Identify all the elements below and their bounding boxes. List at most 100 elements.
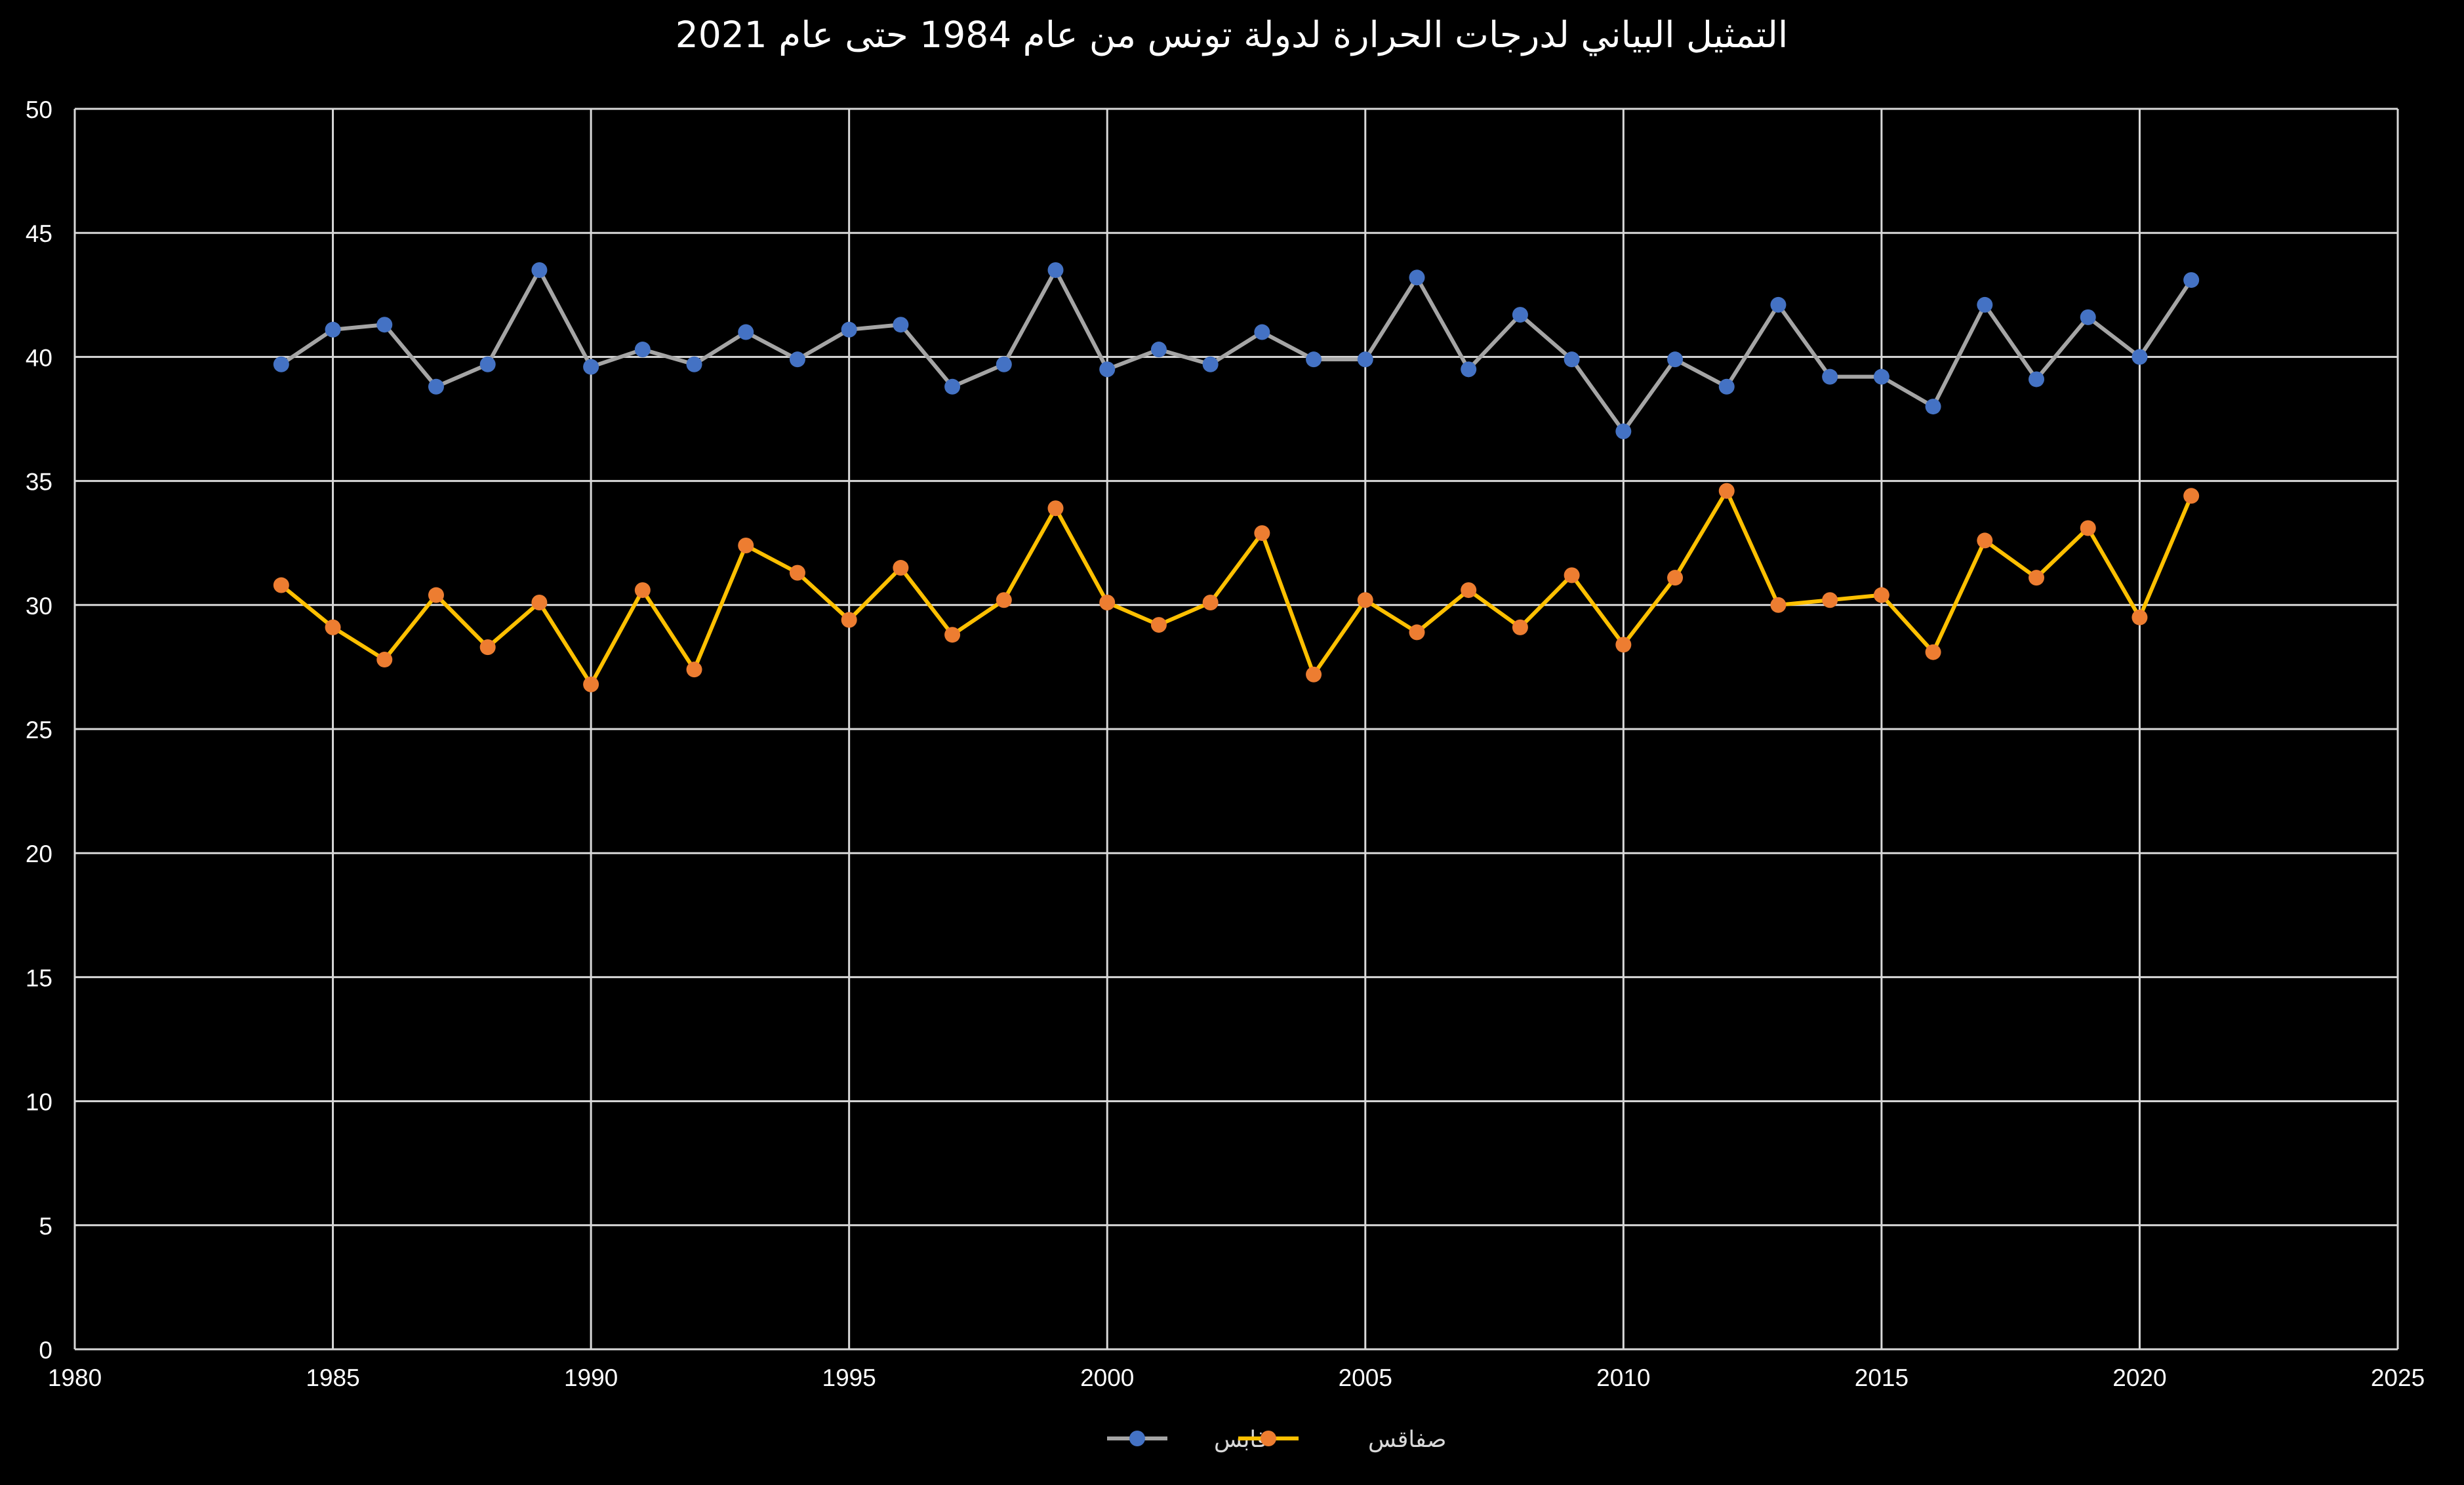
x-tick-label: 1995	[822, 1364, 876, 1391]
data-point	[1150, 342, 1167, 358]
data-point	[1822, 592, 1838, 608]
data-point	[1925, 644, 1941, 660]
y-tick-label: 40	[26, 344, 52, 371]
y-axis-ticks: 0 5 10 15 20 25 30 35 40 45 50	[26, 96, 52, 1364]
data-point	[273, 356, 289, 372]
y-tick-label: 45	[26, 220, 52, 247]
data-point	[893, 317, 909, 333]
data-point	[1718, 483, 1735, 499]
data-point	[1770, 597, 1787, 613]
x-tick-label: 2025	[2371, 1364, 2425, 1391]
data-point	[1306, 351, 1322, 368]
data-point	[1461, 582, 1477, 599]
data-point	[1564, 567, 1580, 584]
data-point	[1667, 570, 1684, 586]
x-tick-label: 2015	[1855, 1364, 1909, 1391]
data-point	[789, 564, 805, 581]
data-point	[376, 317, 393, 333]
data-point	[1977, 296, 1993, 313]
series-line	[279, 267, 2194, 433]
grid	[73, 108, 2399, 1351]
data-point	[996, 592, 1012, 608]
data-point	[2080, 309, 2096, 325]
data-point	[2131, 349, 2148, 365]
x-tick-label: 1990	[564, 1364, 618, 1391]
data-point	[634, 342, 651, 358]
x-tick-label: 2020	[2112, 1364, 2166, 1391]
legend-marker	[1129, 1431, 1145, 1446]
data-point	[1770, 296, 1787, 313]
data-point	[428, 378, 444, 395]
data-point	[1202, 595, 1219, 611]
data-point	[2131, 609, 2148, 625]
data-point	[1254, 525, 1270, 542]
data-point	[325, 619, 341, 635]
data-point	[1718, 378, 1735, 395]
data-point	[531, 595, 548, 611]
data-point	[738, 324, 754, 340]
data-point	[2029, 570, 2045, 586]
data-point	[1873, 587, 1889, 603]
data-point	[2080, 520, 2096, 536]
legend-label: صفاقس	[1368, 1427, 1446, 1453]
data-point	[1047, 500, 1064, 517]
data-point	[1873, 368, 1889, 385]
data-point	[944, 378, 961, 395]
data-point	[1615, 637, 1632, 653]
data-point	[1202, 356, 1219, 372]
data-point	[634, 582, 651, 599]
data-point	[479, 639, 496, 656]
series-layer	[273, 262, 2200, 692]
data-point	[583, 359, 599, 375]
data-point	[1564, 351, 1580, 368]
x-axis-ticks: 1980 1985 1990 1995 2000 2005 2010 2015 2020 2025	[48, 1364, 2425, 1391]
y-tick-label: 0	[39, 1337, 52, 1364]
legend-item: صفاقس	[1238, 1427, 1446, 1453]
data-point	[1409, 624, 1425, 641]
data-point	[531, 262, 548, 278]
data-point	[1977, 532, 1993, 549]
legend: قابسصفاقس	[1107, 1427, 1446, 1453]
data-point	[1409, 269, 1425, 286]
data-point	[789, 351, 805, 368]
x-tick-label: 1980	[48, 1364, 102, 1391]
data-point	[686, 662, 702, 678]
data-point	[1512, 619, 1528, 635]
data-point	[1615, 423, 1632, 439]
data-point	[2183, 272, 2200, 288]
data-point	[944, 627, 961, 643]
legend-marker	[1261, 1431, 1276, 1446]
y-tick-label: 5	[39, 1213, 52, 1240]
data-point	[1254, 324, 1270, 340]
series-0	[273, 262, 2200, 439]
data-point	[841, 321, 857, 338]
data-point	[1306, 666, 1322, 683]
data-point	[1357, 351, 1373, 368]
data-point	[893, 560, 909, 576]
x-tick-label: 2000	[1080, 1364, 1134, 1391]
data-point	[376, 652, 393, 668]
data-point	[1925, 399, 1941, 415]
data-point	[1047, 262, 1064, 278]
data-point	[996, 356, 1012, 372]
series-1	[273, 483, 2200, 692]
data-point	[1099, 361, 1116, 378]
x-tick-label: 1985	[306, 1364, 359, 1391]
data-point	[1667, 351, 1684, 368]
data-point	[583, 676, 599, 692]
data-point	[479, 356, 496, 372]
y-tick-label: 30	[26, 593, 52, 620]
data-point	[1357, 592, 1373, 608]
x-tick-label: 2005	[1339, 1364, 1392, 1391]
data-point	[273, 577, 289, 593]
y-tick-label: 20	[26, 841, 52, 867]
data-point	[428, 587, 444, 603]
data-point	[2183, 488, 2200, 504]
data-point	[2029, 371, 2045, 387]
data-point	[1512, 307, 1528, 323]
series-line	[279, 488, 2194, 686]
data-point	[1822, 368, 1838, 385]
y-tick-label: 10	[26, 1089, 52, 1116]
chart-title: التمثيل البياني لدرجات الحرارة لدولة تون…	[676, 14, 1788, 56]
